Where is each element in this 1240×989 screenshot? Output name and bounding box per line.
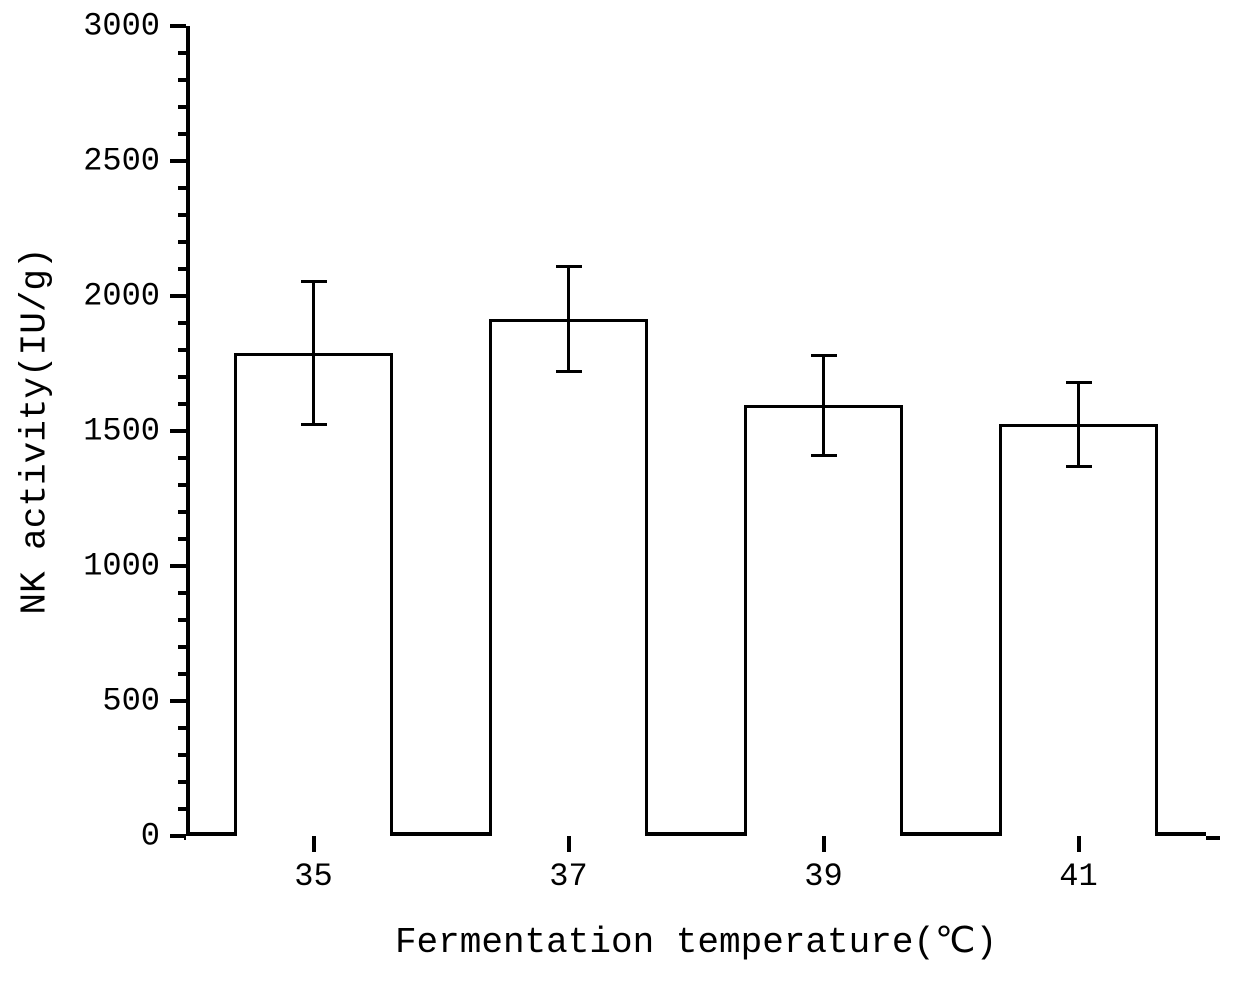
x-tick: [1077, 836, 1081, 852]
y-minor-tick: [178, 321, 186, 325]
y-minor-tick: [178, 483, 186, 487]
x-tick-label: 35: [294, 858, 332, 895]
y-minor-tick: [178, 753, 186, 757]
y-tick-label: 3000: [0, 8, 160, 45]
error-cap-bottom: [811, 454, 837, 457]
y-minor-tick: [178, 240, 186, 244]
y-minor-tick: [178, 105, 186, 109]
y-minor-tick: [178, 348, 186, 352]
error-cap-top: [556, 265, 582, 268]
x-tick: [567, 836, 571, 852]
error-cap-bottom: [1066, 465, 1092, 468]
y-minor-tick: [178, 402, 186, 406]
y-minor-tick: [178, 672, 186, 676]
y-tick: [170, 564, 186, 568]
x-tick-label: 39: [804, 858, 842, 895]
y-minor-tick: [178, 78, 186, 82]
x-tick-label: 41: [1059, 858, 1097, 895]
y-tick-label: 2500: [0, 143, 160, 180]
y-minor-tick: [178, 267, 186, 271]
y-minor-tick: [178, 645, 186, 649]
error-cap-top: [1066, 381, 1092, 384]
y-tick-label: 500: [0, 683, 160, 720]
y-minor-tick: [178, 510, 186, 514]
error-cap-bottom: [556, 370, 582, 373]
y-minor-tick: [178, 726, 186, 730]
error-bar: [1077, 382, 1080, 466]
y-minor-tick: [178, 780, 186, 784]
y-minor-tick: [178, 213, 186, 217]
x-tick-label: 37: [549, 858, 587, 895]
error-cap-top: [811, 354, 837, 357]
y-tick: [170, 24, 186, 28]
y-tick: [170, 699, 186, 703]
y-tick-label: 2000: [0, 278, 160, 315]
x-axis-label: Fermentation temperature(℃): [395, 920, 997, 963]
error-bar: [312, 281, 315, 424]
y-minor-tick: [178, 537, 186, 541]
y-tick-label: 1000: [0, 548, 160, 585]
y-minor-tick: [178, 186, 186, 190]
y-minor-tick: [178, 51, 186, 55]
y-minor-tick: [178, 375, 186, 379]
y-minor-tick: [178, 456, 186, 460]
x-tick: [822, 836, 826, 852]
y-tick: [170, 294, 186, 298]
x-tick: [312, 836, 316, 852]
y-minor-tick: [178, 807, 186, 811]
bar: [999, 424, 1157, 836]
error-bar: [567, 266, 570, 371]
y-tick-label: 0: [0, 818, 160, 855]
y-minor-tick: [178, 132, 186, 136]
error-cap-top: [301, 280, 327, 283]
bar: [489, 319, 647, 836]
y-minor-tick: [178, 591, 186, 595]
y-tick: [170, 159, 186, 163]
error-cap-bottom: [301, 423, 327, 426]
bar-chart: NK activity(IU/g) Fermentation temperatu…: [0, 0, 1240, 989]
y-tick: [170, 429, 186, 433]
error-bar: [822, 355, 825, 455]
y-tick-label: 1500: [0, 413, 160, 450]
bar: [744, 405, 902, 836]
y-tick: [170, 834, 186, 838]
y-minor-tick: [178, 618, 186, 622]
